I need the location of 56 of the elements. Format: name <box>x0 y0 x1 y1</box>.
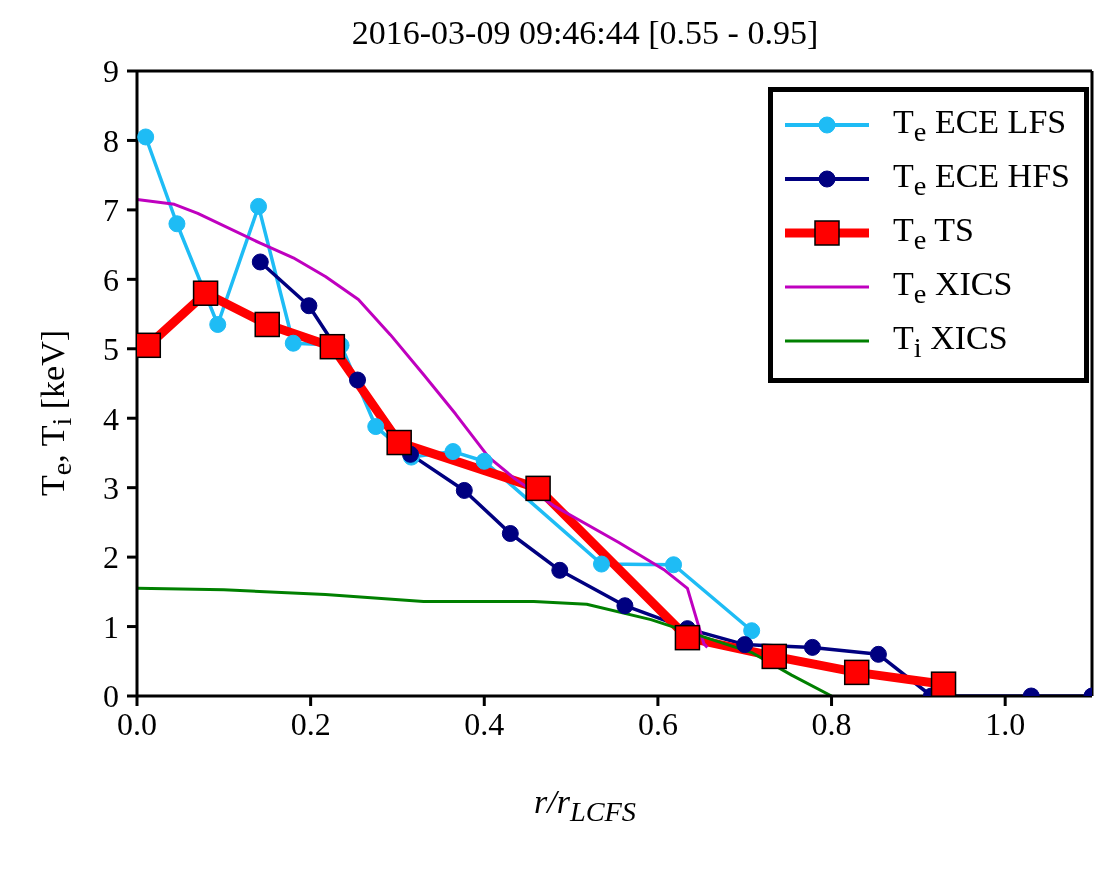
y-tick-label: 9 <box>103 53 119 90</box>
legend-label: T$_{e}$ ECE LFS <box>893 102 1067 148</box>
point <box>869 645 887 663</box>
point <box>592 555 610 573</box>
point <box>284 334 302 352</box>
y-tick-label: 3 <box>103 470 119 507</box>
x-tick-label: 0.2 <box>290 705 331 742</box>
chart-title: 2016-03-09 09:46:44 [0.55 - 0.95] <box>350 14 820 52</box>
x-tick-label: 0.0 <box>117 705 157 742</box>
y-tick-label: 5 <box>103 331 119 368</box>
point <box>367 418 385 436</box>
point <box>616 597 634 615</box>
legend-label: T$_{e}$ ECE HFS <box>893 156 1070 202</box>
point <box>349 371 367 389</box>
point <box>736 636 754 654</box>
line-series <box>137 197 709 649</box>
point <box>250 197 268 215</box>
point <box>665 556 683 574</box>
point <box>444 443 462 461</box>
point <box>803 638 821 656</box>
legend-label: T$_{i}$ XICS <box>893 318 1008 364</box>
point <box>843 659 870 686</box>
point <box>761 643 787 670</box>
x-tick-label: 0.6 <box>637 705 678 742</box>
point <box>501 525 519 542</box>
point <box>254 311 280 338</box>
y-tick-label: 2 <box>103 539 119 576</box>
point <box>319 333 346 360</box>
legend-label: T$_{e}$ XICS <box>893 264 1013 310</box>
legend-label: T$_{e}$ TS <box>893 210 974 256</box>
point <box>930 671 957 696</box>
y-tick-label: 6 <box>103 261 119 298</box>
point <box>209 315 227 333</box>
x-axis-title: r/r$_{LCFS}$ <box>533 783 637 827</box>
point <box>455 481 473 499</box>
point <box>551 561 569 579</box>
point <box>137 128 155 146</box>
point <box>300 297 318 315</box>
point <box>168 215 186 233</box>
line-series <box>137 586 834 696</box>
y-tick-label: 8 <box>103 122 119 159</box>
y-tick-label: 4 <box>103 400 119 437</box>
point <box>386 429 412 456</box>
x-tick-label: 0.8 <box>811 705 852 742</box>
point <box>192 280 219 306</box>
x-tick-label: 1.0 <box>985 705 1026 742</box>
y-tick-label: 0 <box>103 678 119 715</box>
point <box>137 332 162 359</box>
point <box>525 475 551 502</box>
point <box>251 253 269 271</box>
y-tick-label: 7 <box>103 192 119 229</box>
point <box>475 452 493 470</box>
point <box>743 622 761 640</box>
point <box>674 624 701 651</box>
y-tick-label: 1 <box>103 608 119 645</box>
x-tick-label: 0.4 <box>464 705 505 742</box>
